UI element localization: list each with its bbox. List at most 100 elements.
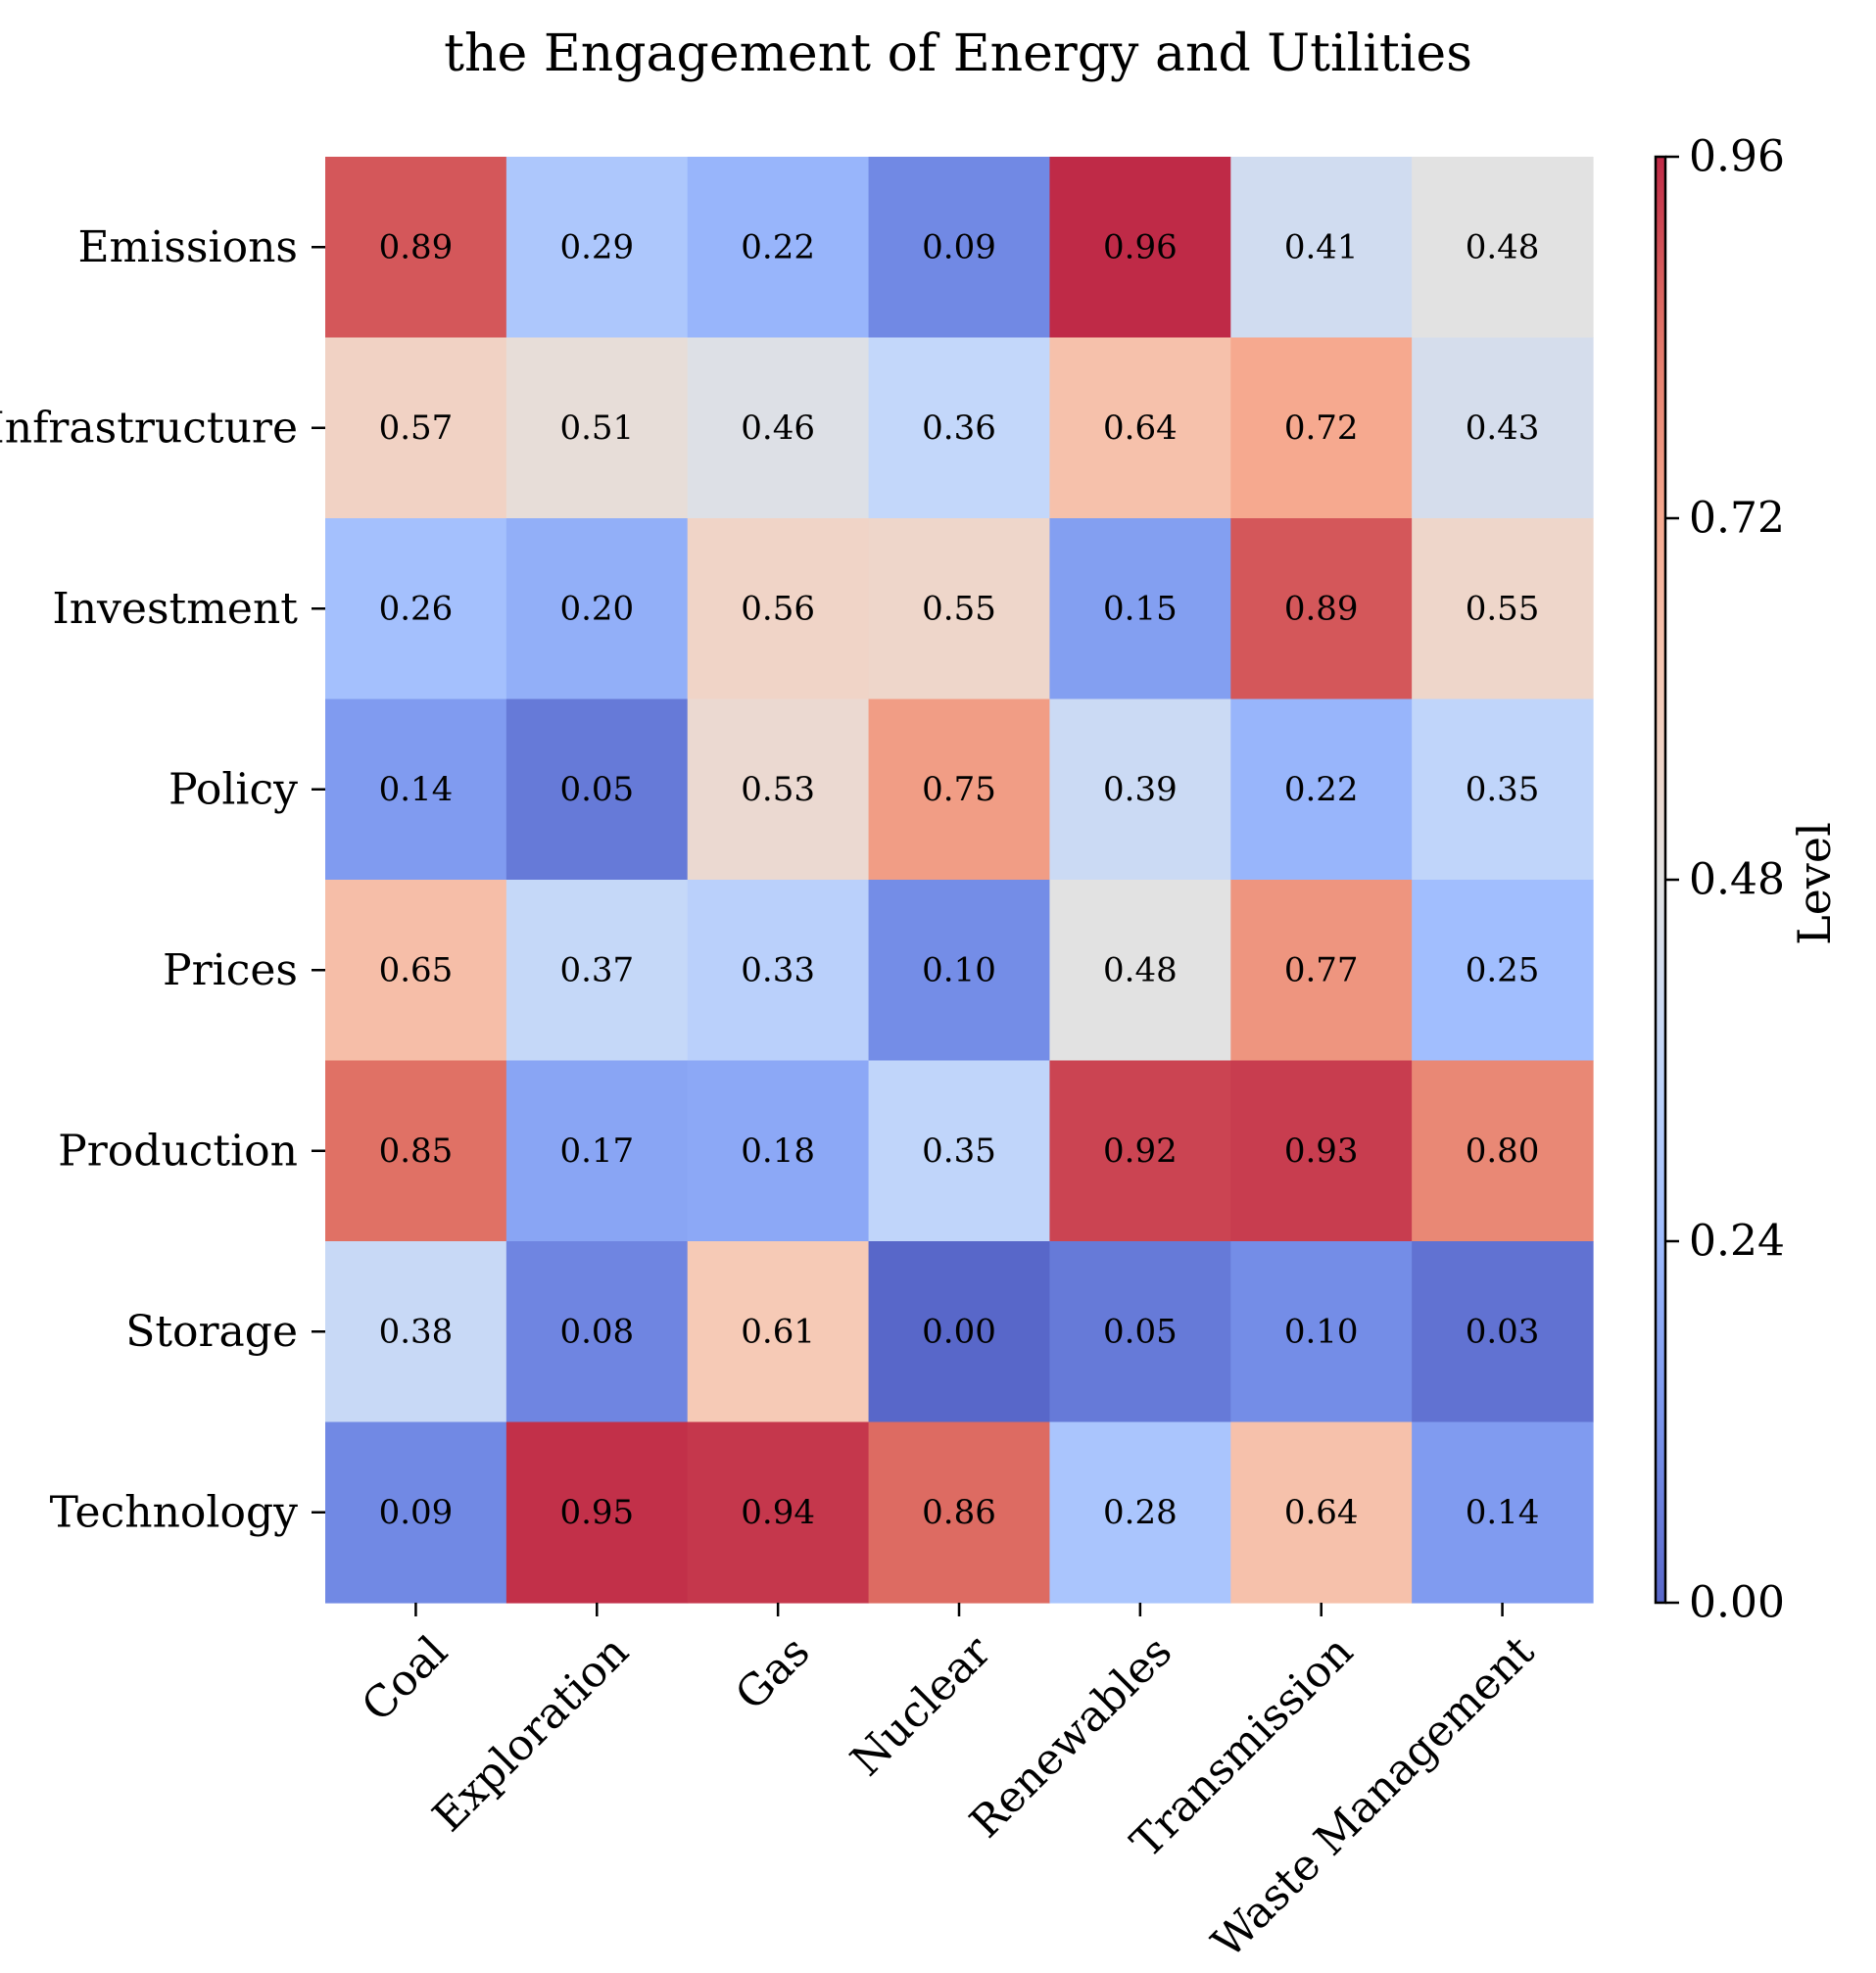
cell-value-label: 0.22 xyxy=(1284,770,1359,809)
colorbar-tick-label: 0.48 xyxy=(1689,855,1785,905)
cell-value-label: 0.39 xyxy=(1103,770,1178,809)
heatmap-cell xyxy=(325,880,507,1062)
cell-value-label: 0.33 xyxy=(741,950,815,989)
heatmap-cell xyxy=(1412,157,1594,339)
cell-value-label: 0.72 xyxy=(1284,409,1359,448)
heatmap-cells xyxy=(325,157,1594,1604)
y-tick-label: Infrastructure xyxy=(0,403,298,453)
cell-value-label: 0.55 xyxy=(922,589,996,628)
y-tick-label: Investment xyxy=(52,584,298,634)
heatmap-cell-labels: 0.89 0.29 0.22 0.09 0.96 0.41 0.48 0.57 0.51 0.46… xyxy=(379,227,1540,1532)
cell-value-label: 0.05 xyxy=(559,770,634,809)
cell-value-label: 0.77 xyxy=(1284,950,1359,989)
heatmap-cell xyxy=(1049,1421,1231,1604)
heatmap-cell xyxy=(505,337,689,519)
heatmap-cell xyxy=(1412,1060,1594,1242)
cell-value-label: 0.25 xyxy=(1466,950,1540,989)
heatmap-cell xyxy=(1049,1241,1231,1423)
cell-value-label: 0.36 xyxy=(922,409,996,448)
heatmap-cell xyxy=(1230,337,1413,519)
cell-value-label: 0.17 xyxy=(559,1131,634,1171)
heatmap-cell xyxy=(325,518,507,700)
cell-value-label: 0.53 xyxy=(741,770,815,809)
heatmap-cell xyxy=(868,1060,1051,1242)
cell-value-label: 0.37 xyxy=(559,950,634,989)
x-tick-label: Nuclear xyxy=(842,1626,1001,1786)
cell-value-label: 0.43 xyxy=(1466,409,1540,448)
heatmap-cell xyxy=(1049,518,1231,700)
y-tick-label: Storage xyxy=(125,1307,298,1357)
cell-value-label: 0.09 xyxy=(379,1493,454,1532)
heatmap-cell xyxy=(505,880,689,1062)
cell-value-label: 0.80 xyxy=(1466,1131,1540,1171)
heatmap-cell xyxy=(1412,337,1594,519)
cell-value-label: 0.10 xyxy=(922,950,996,989)
heatmap-cell xyxy=(505,518,689,700)
cell-value-label: 0.09 xyxy=(922,227,996,266)
cell-value-label: 0.08 xyxy=(559,1312,634,1351)
heatmap-cell xyxy=(1412,1421,1594,1604)
cell-value-label: 0.22 xyxy=(741,227,815,266)
heatmap-cell xyxy=(1049,1060,1231,1242)
heatmap-cell xyxy=(687,698,870,881)
x-tick-label: Waste Management xyxy=(1203,1626,1545,1968)
y-tick-label: Emissions xyxy=(77,222,298,272)
colorbar-tick-label: 0.72 xyxy=(1689,494,1785,544)
heatmap-cell xyxy=(325,337,507,519)
colorbar-label: Level xyxy=(1788,822,1841,945)
heatmap-cell xyxy=(1049,880,1231,1062)
heatmap-cell xyxy=(325,157,507,339)
heatmap-cell xyxy=(687,880,870,1062)
cell-value-label: 0.35 xyxy=(1466,770,1540,809)
cell-value-label: 0.65 xyxy=(379,950,454,989)
cell-value-label: 0.48 xyxy=(1103,950,1178,989)
cell-value-label: 0.89 xyxy=(379,227,454,266)
cell-value-label: 0.46 xyxy=(741,409,815,448)
heatmap-cell xyxy=(868,157,1051,339)
heatmap-cell xyxy=(687,1060,870,1242)
colorbar-tick-label: 0.96 xyxy=(1689,132,1785,182)
cell-value-label: 0.14 xyxy=(379,770,454,809)
colorbar-gradient xyxy=(1654,155,1667,1605)
heatmap-cell xyxy=(325,1421,507,1604)
heatmap-cell xyxy=(868,1241,1051,1423)
cell-value-label: 0.93 xyxy=(1284,1131,1359,1171)
heatmap-cell xyxy=(868,698,1051,881)
heatmap-cell xyxy=(1230,1060,1413,1242)
cell-value-label: 0.26 xyxy=(379,589,454,628)
cell-value-label: 0.29 xyxy=(559,227,634,266)
colorbar-tick-label: 0.24 xyxy=(1689,1217,1785,1267)
cell-value-label: 0.14 xyxy=(1466,1493,1540,1532)
heatmap-cell xyxy=(687,157,870,339)
heatmap-cell xyxy=(325,1241,507,1423)
cell-value-label: 0.94 xyxy=(741,1493,815,1532)
heatmap-cell xyxy=(687,1241,870,1423)
cell-value-label: 0.92 xyxy=(1103,1131,1178,1171)
cell-value-label: 0.96 xyxy=(1103,227,1178,266)
cell-value-label: 0.15 xyxy=(1103,589,1178,628)
heatmap-cell xyxy=(1412,698,1594,881)
y-tick-label: Policy xyxy=(168,764,298,814)
cell-value-label: 0.75 xyxy=(922,770,996,809)
heatmap-cell xyxy=(687,337,870,519)
heatmap-cell xyxy=(1049,337,1231,519)
heatmap-cell xyxy=(1230,1241,1413,1423)
heatmap-cell xyxy=(687,518,870,700)
heatmap-cell xyxy=(505,157,689,339)
heatmap-cell xyxy=(687,1421,870,1604)
cell-value-label: 0.10 xyxy=(1284,1312,1359,1351)
heatmap-cell xyxy=(325,1060,507,1242)
heatmap-cell xyxy=(1230,880,1413,1062)
cell-value-label: 0.35 xyxy=(922,1131,996,1171)
y-tick-label: Production xyxy=(58,1126,298,1176)
x-tick-label: Gas xyxy=(726,1626,819,1719)
heatmap-cell xyxy=(505,698,689,881)
cell-value-label: 0.89 xyxy=(1284,589,1359,628)
cell-value-label: 0.41 xyxy=(1284,227,1359,266)
x-tick-label: Coal xyxy=(353,1626,457,1731)
heatmap-cell xyxy=(868,518,1051,700)
y-axis: Emissions Infrastructure Investment Policy P… xyxy=(0,222,325,1537)
colorbar-tick-label: 0.00 xyxy=(1689,1578,1785,1628)
heatmap-cell xyxy=(505,1060,689,1242)
